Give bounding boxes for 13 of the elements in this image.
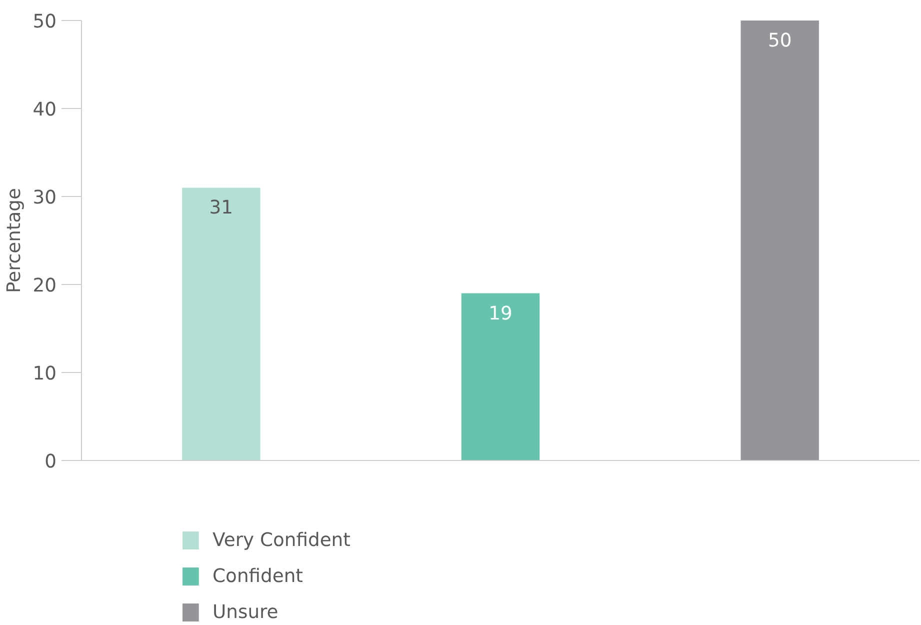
legend-label: Unsure <box>212 602 278 623</box>
y-tick-label: 20 <box>32 276 57 296</box>
y-tick-label: 50 <box>32 12 57 32</box>
y-axis-title: Percentage <box>4 188 25 293</box>
y-tick-label: 0 <box>44 452 57 472</box>
data-label: 31 <box>209 198 234 219</box>
data-label: 50 <box>768 30 792 52</box>
legend-label: Very Confident <box>212 530 350 551</box>
y-tick-label: 10 <box>32 364 57 384</box>
y-tick-label: 30 <box>32 188 57 208</box>
legend-label: Confident <box>212 566 304 587</box>
data-label: 19 <box>488 303 512 324</box>
y-tick-label: 40 <box>32 100 57 120</box>
